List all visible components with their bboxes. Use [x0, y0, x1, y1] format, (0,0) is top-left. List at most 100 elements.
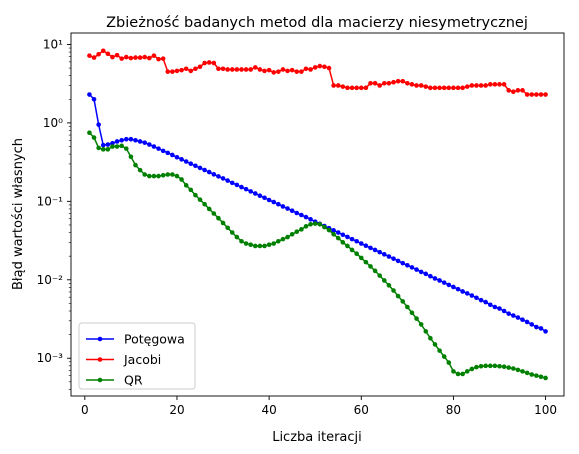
data-point-qr [428, 335, 433, 341]
data-point-jacobi [123, 54, 129, 60]
data-point-pot-gowa [335, 230, 341, 235]
data-point-pot-gowa [183, 159, 189, 164]
data-point-jacobi [520, 88, 525, 93]
data-point-pot-gowa [423, 271, 429, 277]
data-point-jacobi [432, 85, 438, 91]
data-point-pot-gowa [142, 140, 148, 145]
data-point-pot-gowa [428, 273, 433, 279]
data-point-jacobi [91, 55, 97, 60]
data-point-jacobi [202, 60, 207, 66]
data-point-qr [377, 273, 383, 278]
data-point-pot-gowa [137, 139, 143, 144]
data-point-qr [395, 293, 401, 299]
data-point-jacobi [506, 88, 512, 93]
data-point-jacobi [257, 67, 263, 72]
data-point-jacobi [96, 51, 101, 57]
data-point-pot-gowa [409, 265, 415, 270]
data-point-pot-gowa [202, 167, 207, 173]
series-layer [87, 48, 548, 381]
data-point-qr [100, 147, 106, 152]
data-point-qr [133, 162, 138, 168]
data-point-jacobi [534, 92, 539, 97]
data-point-pot-gowa [257, 193, 263, 199]
legend-label-pot-gowa: Potęgowa [124, 332, 185, 347]
data-point-pot-gowa [391, 256, 396, 261]
data-point-qr [446, 360, 452, 365]
data-point-jacobi [220, 66, 226, 72]
data-point-qr [289, 232, 295, 237]
data-point-qr [478, 363, 484, 369]
data-point-pot-gowa [294, 210, 300, 216]
data-point-qr [529, 372, 535, 377]
data-point-qr [483, 363, 488, 369]
data-point-jacobi [345, 85, 350, 91]
data-point-jacobi [358, 85, 364, 91]
data-point-jacobi [511, 89, 516, 94]
data-point-qr [220, 220, 226, 226]
data-point-qr [234, 234, 240, 240]
data-point-qr [91, 135, 97, 140]
data-point-jacobi [372, 80, 378, 86]
data-point-jacobi [446, 85, 452, 91]
data-point-jacobi [248, 67, 253, 72]
data-point-qr [206, 206, 212, 212]
data-point-pot-gowa [105, 142, 111, 147]
data-point-pot-gowa [511, 313, 516, 318]
data-point-pot-gowa [276, 201, 281, 207]
data-point-qr [170, 172, 175, 177]
data-point-qr [119, 143, 124, 149]
data-point-qr [280, 236, 286, 242]
data-point-pot-gowa [299, 212, 304, 218]
x-tick-label: 100 [534, 403, 557, 417]
data-point-qr [469, 366, 475, 372]
data-point-jacobi [349, 85, 355, 91]
data-point-jacobi [174, 68, 180, 74]
data-point-pot-gowa [524, 319, 530, 325]
series-line-qr [88, 132, 546, 379]
data-point-qr [211, 211, 217, 216]
data-point-jacobi [225, 67, 230, 72]
data-point-qr [202, 201, 207, 207]
data-point-pot-gowa [110, 140, 115, 146]
data-point-qr [538, 374, 544, 380]
data-point-qr [363, 259, 369, 265]
data-point-pot-gowa [543, 329, 548, 334]
data-point-jacobi [331, 83, 336, 88]
data-point-pot-gowa [253, 191, 258, 196]
data-point-jacobi [137, 55, 143, 60]
data-point-qr [262, 243, 267, 249]
data-point-qr [96, 145, 101, 151]
data-point-jacobi [151, 53, 157, 58]
data-point-jacobi [441, 85, 447, 91]
data-point-qr [372, 268, 378, 274]
data-point-qr [515, 367, 521, 373]
data-point-pot-gowa [308, 217, 313, 222]
data-point-qr [151, 173, 157, 179]
data-point-jacobi [239, 67, 244, 72]
data-point-pot-gowa [289, 208, 295, 213]
data-point-pot-gowa [363, 243, 369, 248]
data-point-qr [137, 167, 143, 173]
legend-swatch-marker-pot-gowa [97, 336, 103, 342]
data-point-pot-gowa [179, 157, 184, 162]
data-point-pot-gowa [188, 161, 194, 166]
series-line-jacobi [89, 50, 546, 96]
data-point-qr [266, 242, 272, 248]
data-point-pot-gowa [382, 252, 387, 257]
data-point-jacobi [197, 64, 203, 70]
data-point-pot-gowa [395, 258, 401, 264]
data-point-pot-gowa [128, 136, 134, 142]
data-point-jacobi [405, 80, 410, 86]
data-point-pot-gowa [197, 165, 203, 171]
data-point-pot-gowa [469, 293, 475, 298]
data-point-qr [358, 255, 364, 261]
data-point-qr [414, 316, 419, 321]
data-point-pot-gowa [234, 182, 240, 188]
data-point-jacobi [524, 92, 530, 97]
data-point-pot-gowa [239, 184, 244, 190]
x-tick-label: 40 [261, 403, 276, 417]
data-point-qr [460, 371, 465, 377]
data-point-pot-gowa [455, 286, 461, 292]
data-point-jacobi [492, 82, 498, 87]
